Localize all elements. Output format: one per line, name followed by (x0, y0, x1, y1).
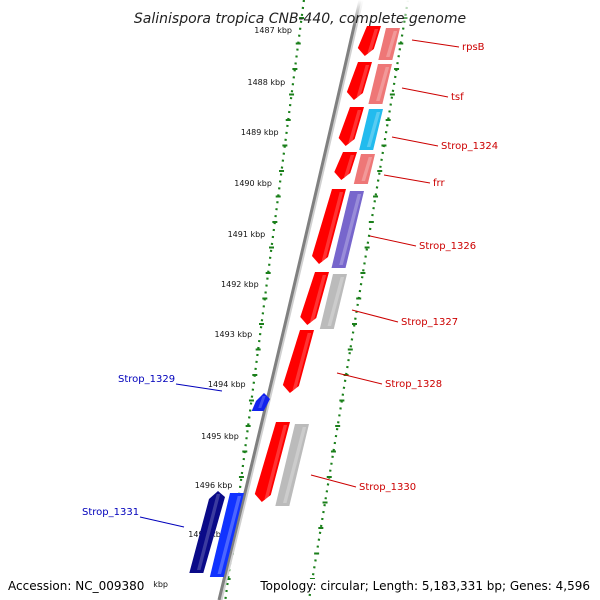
gene-strop-1324-partner-highlight (366, 112, 381, 147)
gene-label-leader (411, 39, 460, 48)
backbone-line (217, 0, 362, 600)
gene-label-strop-1328[interactable]: Strop_1328 (385, 379, 442, 390)
gene-strop-1329[interactable] (251, 393, 270, 411)
gene-label-leader (401, 87, 449, 98)
gene-strop-1331-partner-highlight (217, 496, 242, 574)
gene-frr-highlight (343, 155, 355, 177)
gene-label-rpsb[interactable]: rpsB (462, 42, 485, 53)
gene-label-leader (175, 383, 223, 392)
gene-rpsb-highlight (367, 29, 379, 53)
gene-label-strop-1329[interactable]: Strop_1329 (118, 374, 175, 385)
gene-rpsb-partner[interactable] (378, 28, 400, 60)
top-fade (340, 0, 430, 26)
backbone-shadow (219, 0, 364, 600)
gene-strop-1326[interactable] (312, 189, 346, 264)
kbp-scale-label-partial: kbp (153, 580, 168, 589)
kbp-scale-label: 1487 kbp (254, 26, 292, 35)
gene-tracks (189, 26, 400, 577)
gene-label-leader (351, 309, 399, 323)
gene-frr-partner-highlight (361, 157, 373, 181)
gene-strop-1327-partner[interactable] (319, 274, 347, 329)
gene-strop-1328-highlight (292, 333, 312, 390)
gene-strop-1330-highlight (264, 425, 288, 499)
kbp-scale-label: 1495 kbp (201, 432, 239, 441)
map-title: Salinispora tropica CNB-440, complete ge… (134, 11, 466, 27)
genome-backbone (217, 0, 364, 600)
gene-tsf-partner-highlight (376, 67, 390, 101)
gene-label-leader (336, 372, 383, 385)
gene-label-strop-1326[interactable]: Strop_1326 (419, 241, 476, 252)
gene-strop-1331-partner[interactable] (209, 493, 244, 577)
gene-strop-1331-highlight (197, 494, 221, 570)
gene-label-leader (391, 136, 439, 147)
gene-tsf-highlight (356, 65, 370, 97)
gene-label-strop-1330[interactable]: Strop_1330 (359, 482, 416, 493)
gene-strop-1324[interactable] (338, 107, 364, 146)
gene-strop-1326-partner-highlight (339, 194, 362, 265)
gene-strop-1327-highlight (309, 275, 327, 322)
kbp-scale-label: 1490 kbp (234, 179, 272, 188)
gene-strop-1328[interactable] (282, 330, 314, 393)
gene-strop-1324-highlight (348, 110, 362, 143)
gene-strop-1330-partner[interactable] (275, 424, 309, 506)
gene-frr[interactable] (334, 152, 357, 180)
gene-label-strop-1331[interactable]: Strop_1331 (82, 507, 139, 518)
kbp-scale-label: 1491 kbp (228, 230, 266, 239)
gene-strop-1327-partner-highlight (327, 277, 345, 326)
gene-label-leader (310, 474, 357, 488)
gene-label-frr[interactable]: frr (433, 178, 445, 189)
kbp-scale-label: 1496 kbp (195, 481, 233, 490)
gene-rpsb[interactable] (357, 26, 381, 56)
gene-strop-1330-partner-highlight (283, 427, 307, 503)
gene-rpsb-partner-highlight (386, 31, 398, 57)
gene-label-tsf[interactable]: tsf (451, 92, 464, 103)
gene-strop-1330[interactable] (254, 422, 290, 502)
gene-tsf-partner[interactable] (368, 64, 392, 104)
kbp-rulers: 1487 kbp 1488 kbp 1489 kbp 1490 kbp 1491 kbp… (153, 0, 410, 600)
accession-text: Accession: NC_009380 (8, 579, 145, 593)
gene-label-leader (139, 516, 185, 528)
kbp-scale-label: 1492 kbp (221, 280, 259, 289)
gene-label-strop-1327[interactable]: Strop_1327 (401, 317, 458, 328)
gene-label-strop-1324[interactable]: Strop_1324 (441, 141, 498, 152)
gene-label-leader (383, 174, 431, 184)
gene-strop-1326-partner[interactable] (331, 191, 364, 268)
gene-tsf[interactable] (346, 62, 372, 100)
kbp-scale-label: 1493 kbp (214, 330, 252, 339)
gene-strop-1327[interactable] (300, 272, 329, 325)
kbp-scale-label: 1494 kbp (208, 380, 246, 389)
gene-strop-1326-highlight (321, 192, 344, 261)
gene-label-leader (369, 235, 417, 247)
gene-strop-1324-partner[interactable] (359, 109, 383, 150)
kbp-scale-label: 1489 kbp (241, 128, 279, 137)
kbp-scale-label: 1488 kbp (247, 78, 285, 87)
gene-strop-1331[interactable] (189, 491, 225, 573)
topology-text: Topology: circular; Length: 5,183,331 bp… (260, 579, 590, 593)
gene-strop-1329-highlight (258, 396, 266, 408)
gene-frr-partner[interactable] (353, 154, 375, 184)
